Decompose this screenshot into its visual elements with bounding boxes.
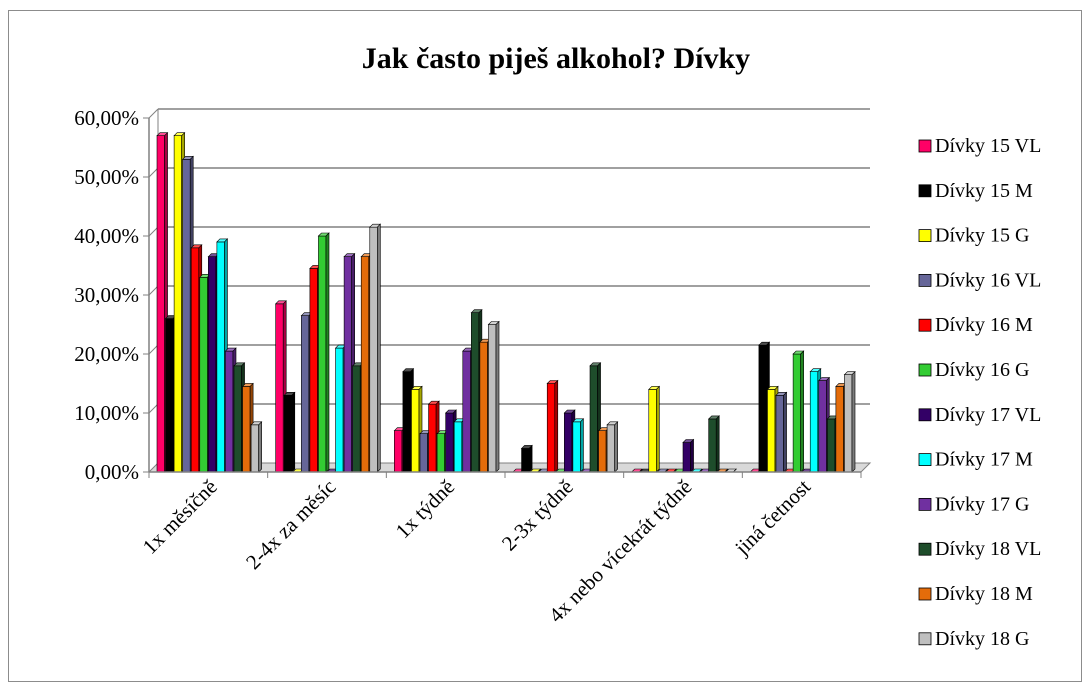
bar (572, 418, 585, 473)
legend-swatch (918, 318, 932, 332)
bar (520, 444, 533, 473)
bar (648, 385, 661, 473)
bar (792, 350, 805, 473)
legend-label: Dívky 16 VL (935, 269, 1041, 291)
bar-chart: Jak často piješ alkohol? Dívky 0,00% 10,0… (74, 42, 1041, 650)
legend-item: Dívky 17 VL (918, 404, 1041, 426)
legend-swatch (918, 139, 932, 153)
y-tick-label: 40,00% (74, 224, 139, 248)
bar (775, 391, 788, 473)
legend-item: Dívky 15 G (918, 225, 1029, 247)
y-tick-label: 20,00% (74, 342, 139, 366)
bar (546, 379, 559, 473)
y-tick-label: 10,00% (74, 401, 139, 425)
chart-title: Jak často piješ alkohol? Dívky (362, 42, 750, 75)
legend-item: Dívky 17 M (918, 449, 1033, 471)
legend-label: Dívky 18 VL (935, 538, 1041, 560)
legend-label: Dívky 17 G (935, 493, 1029, 515)
legend: Dívky 15 VL Dívky 15 M Dívky 15 G Dívky 16 … (918, 135, 1041, 650)
legend-swatch (918, 542, 932, 556)
gridline-depth (148, 108, 159, 119)
bar (250, 421, 263, 473)
x-tick-label: jiná četnost (729, 474, 815, 560)
chart-frame: Jak často piješ alkohol? Dívky 0,00% 10,0… (8, 10, 1082, 682)
legend-label: Dívky 16 M (935, 314, 1033, 336)
bar (606, 421, 619, 473)
legend-label: Dívky 18 G (935, 628, 1029, 650)
legend-item: Dívky 18 VL (918, 538, 1041, 560)
legend-swatch (918, 273, 932, 287)
legend-label: Dívky 16 G (935, 359, 1029, 381)
y-tick-label: 50,00% (74, 165, 139, 189)
legend-swatch (918, 453, 932, 467)
legend-label: Dívky 18 M (935, 583, 1033, 605)
y-tick-label: 0,00% (85, 460, 139, 484)
legend-swatch (918, 632, 932, 646)
legend-label: Dívky 17 VL (935, 404, 1041, 426)
legend-swatch (918, 363, 932, 377)
legend-swatch (918, 408, 932, 422)
bar (682, 438, 695, 473)
gridline-depth (148, 167, 159, 178)
legend-swatch (918, 229, 932, 243)
bar (283, 391, 296, 473)
legend-item: Dívky 16 G (918, 359, 1029, 381)
y-tick-label: 60,00% (74, 106, 139, 130)
gridline-depth (148, 226, 159, 237)
legend-item: Dívky 15 VL (918, 135, 1041, 157)
bar (487, 320, 500, 473)
x-tick-label: 1x měsíčně (138, 475, 222, 559)
bar (843, 370, 856, 473)
legend-swatch (918, 184, 932, 198)
legend-item: Dívky 17 G (918, 493, 1029, 515)
legend-swatch (918, 497, 932, 511)
x-tick-label: 2-3x týdně (497, 475, 578, 556)
legend-item: Dívky 16 M (918, 314, 1033, 336)
legend-item: Dívky 16 VL (918, 269, 1041, 291)
bar (317, 232, 330, 473)
gridline-depth (148, 403, 159, 414)
x-tick-label: 1x týdně (391, 475, 460, 544)
bar (707, 415, 720, 473)
legend-label: Dívky 15 VL (935, 135, 1041, 157)
legend-item: Dívky 15 M (918, 180, 1033, 202)
x-tick-label: 2-4x za měsíc (241, 475, 340, 574)
legend-item: Dívky 18 G (918, 628, 1029, 650)
bars (156, 131, 856, 473)
bar (369, 223, 382, 473)
legend-label: Dívky 15 M (935, 180, 1033, 202)
gridline-depth (148, 285, 159, 296)
legend-label: Dívky 15 G (935, 225, 1029, 247)
legend-swatch (918, 587, 932, 601)
y-tick-label: 30,00% (74, 283, 139, 307)
gridline-depth (148, 344, 159, 355)
legend-label: Dívky 17 M (935, 449, 1033, 471)
legend-item: Dívky 18 M (918, 583, 1033, 605)
